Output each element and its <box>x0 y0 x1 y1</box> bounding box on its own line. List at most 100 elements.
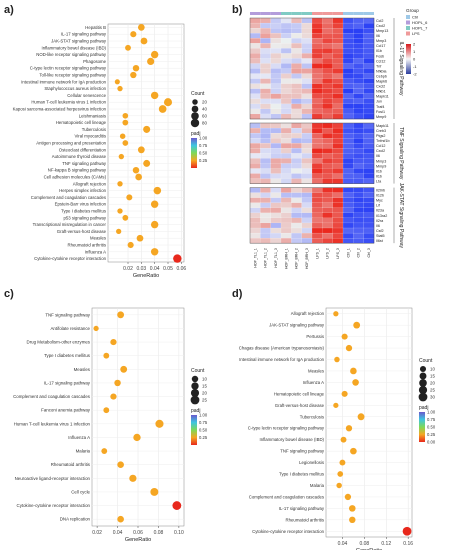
heatmap-cell <box>260 127 271 134</box>
heatmap-cell <box>311 143 323 149</box>
term-label: IL-17 signaling pathway <box>279 506 325 511</box>
heatmap-cell <box>280 192 292 198</box>
heatmap-cell <box>280 68 292 74</box>
term-dot <box>122 119 129 126</box>
heatmap-cell <box>249 103 261 110</box>
heatmap-cell <box>270 168 282 174</box>
heatmap-cell <box>270 48 282 54</box>
size-legend-label: 60 <box>202 114 207 119</box>
color-legend-bar <box>419 412 425 442</box>
size-legend-label: 40 <box>202 107 207 112</box>
heatmap-cell <box>363 133 375 139</box>
term-label: Cellular senescence <box>67 93 106 98</box>
term-dot <box>117 311 125 319</box>
heatmap-cell <box>301 168 313 174</box>
gene-label: Lta <box>376 179 382 183</box>
gene-label: Tnfrsf1b <box>376 139 390 143</box>
heatmap-cell <box>249 58 261 64</box>
term-label: IL-17 signaling pathway <box>61 32 107 37</box>
plot-frame <box>325 307 413 538</box>
term-label: Fanconi anemia pathway <box>41 408 91 413</box>
column-label: HOP_TL1_2 <box>264 248 268 268</box>
heatmap-cell <box>291 33 302 39</box>
term-label: Type I diabetes mellitus <box>44 353 91 358</box>
heatmap-cell <box>280 83 292 89</box>
term-label: Pertussis <box>306 334 324 339</box>
group-bar-cell <box>281 12 292 15</box>
heatmap-cell <box>280 58 292 64</box>
term-dot <box>114 379 121 387</box>
gene-label: Csf2 <box>376 229 384 233</box>
heatmap-cell <box>322 163 333 169</box>
heatmap-cell <box>249 43 261 49</box>
gene-label: Il6st <box>376 239 383 243</box>
heatmap-cell <box>301 22 313 29</box>
heatmap-cell <box>311 103 323 110</box>
heatmap-cell <box>280 168 292 174</box>
group-legend-label: HOPL_7 <box>412 25 428 30</box>
heatmap-cell <box>342 122 354 129</box>
heatmap-cell <box>291 127 302 134</box>
term-label: IL-17 signaling pathway <box>44 380 91 385</box>
heatmap-cell <box>280 217 292 224</box>
heatmap-cell <box>363 68 375 74</box>
term-dot <box>357 413 365 421</box>
heatmap-cell <box>270 38 282 44</box>
term-dot <box>117 515 124 523</box>
group-bar-cell <box>301 12 312 15</box>
heatmap-cell <box>260 153 271 159</box>
heatmap-cell <box>322 103 333 110</box>
heatmap-cell <box>322 33 333 39</box>
heatmap-cell <box>332 127 344 134</box>
heatmap-cell <box>249 238 261 244</box>
color-legend-tick: 0.75 <box>427 417 436 422</box>
heatmap-cell <box>322 217 333 224</box>
heatmap-cell <box>342 178 354 184</box>
heatmap-cell <box>249 197 261 204</box>
heatmap-cell <box>332 178 344 184</box>
term-label: Cell adhesion molecules (CAMs) <box>44 175 107 180</box>
term-label: Malaria <box>310 483 325 488</box>
heatmap-cell <box>353 127 364 134</box>
group-legend-label: HOPL_6 <box>412 20 428 25</box>
heatmap-cell <box>280 158 292 164</box>
term-dot <box>337 471 344 477</box>
size-legend-label: 20 <box>430 381 435 386</box>
heatmap-cell <box>363 73 375 79</box>
gene-label: Il23a <box>376 209 385 213</box>
heatmap-cell <box>301 33 313 39</box>
x-tick-label: 0.12 <box>381 541 391 547</box>
heatmap-cell <box>311 138 323 144</box>
heatmap-cell <box>260 217 271 224</box>
panel-a: a) 0.02 0.03 0.04 0.05 0.06 GeneRatio Hepatiti… <box>0 0 228 282</box>
heatmap-cell <box>260 28 271 34</box>
heatmap-cell <box>363 168 375 174</box>
term-dot <box>339 459 346 466</box>
term-dot <box>117 181 123 187</box>
term-dot <box>345 425 353 432</box>
heatmap-cell <box>260 113 271 120</box>
color-legend-tick: 0.25 <box>199 435 208 440</box>
heatmap-cell <box>353 17 364 24</box>
term-dot <box>341 333 348 340</box>
color-legend-tick: 0.25 <box>427 432 436 437</box>
term-dot <box>150 200 159 208</box>
group-legend-title: Group <box>406 8 419 13</box>
heatmap-cell <box>301 202 313 209</box>
term-label: Antifolate resistance <box>50 326 90 331</box>
heatmap-cell <box>270 222 282 229</box>
heatmap-cell <box>280 238 292 244</box>
heatmap-cell <box>353 192 364 198</box>
heatmap-cell <box>280 187 292 193</box>
heatmap-cell <box>353 38 364 44</box>
x-tick-label: 0.02 <box>92 530 102 536</box>
heatmap-cell <box>363 38 375 44</box>
heatmap-cell <box>311 113 323 120</box>
heatmap-cell <box>311 68 323 74</box>
heatmap-cell <box>342 168 354 174</box>
heatmap-cell <box>291 48 302 54</box>
term-dot <box>344 493 352 501</box>
size-legend-label: 15 <box>202 384 207 389</box>
heatmap-cell <box>301 58 313 64</box>
heatmap-cell <box>291 108 302 115</box>
